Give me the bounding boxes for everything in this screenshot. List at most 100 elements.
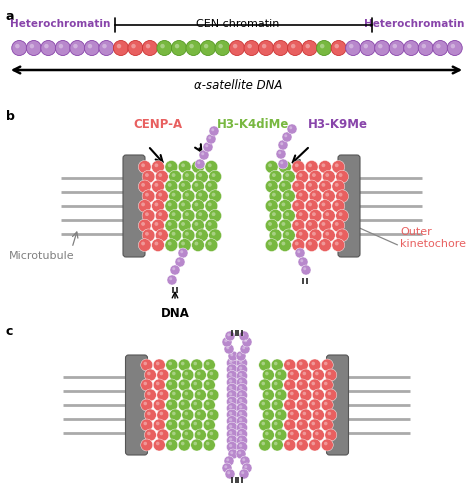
Circle shape bbox=[88, 44, 92, 48]
Circle shape bbox=[242, 458, 245, 461]
Circle shape bbox=[210, 412, 213, 415]
Circle shape bbox=[336, 170, 348, 183]
Circle shape bbox=[282, 132, 292, 142]
Circle shape bbox=[229, 392, 232, 396]
Circle shape bbox=[191, 161, 204, 173]
Circle shape bbox=[228, 351, 238, 361]
Circle shape bbox=[193, 402, 197, 406]
Circle shape bbox=[59, 44, 63, 48]
Circle shape bbox=[209, 126, 219, 136]
Circle shape bbox=[227, 370, 237, 382]
Circle shape bbox=[207, 409, 219, 421]
Circle shape bbox=[152, 200, 164, 212]
Circle shape bbox=[295, 163, 299, 167]
Circle shape bbox=[209, 229, 221, 242]
Circle shape bbox=[299, 232, 302, 236]
Circle shape bbox=[172, 372, 176, 375]
Circle shape bbox=[321, 399, 333, 411]
Circle shape bbox=[205, 144, 208, 147]
Circle shape bbox=[259, 419, 271, 431]
Circle shape bbox=[237, 384, 247, 394]
Circle shape bbox=[292, 219, 305, 232]
Circle shape bbox=[224, 465, 227, 468]
Circle shape bbox=[169, 209, 182, 222]
Circle shape bbox=[227, 471, 230, 474]
Circle shape bbox=[299, 382, 302, 386]
Circle shape bbox=[141, 379, 153, 391]
Circle shape bbox=[165, 200, 178, 212]
Circle shape bbox=[227, 364, 237, 375]
Circle shape bbox=[269, 170, 282, 183]
Circle shape bbox=[237, 422, 247, 433]
Circle shape bbox=[308, 242, 312, 245]
Circle shape bbox=[99, 41, 114, 56]
Circle shape bbox=[283, 229, 295, 242]
Circle shape bbox=[182, 389, 194, 401]
Circle shape bbox=[172, 432, 176, 435]
Circle shape bbox=[265, 219, 278, 232]
Circle shape bbox=[180, 250, 183, 253]
Circle shape bbox=[145, 173, 149, 177]
Circle shape bbox=[194, 242, 198, 245]
Circle shape bbox=[239, 469, 249, 479]
Circle shape bbox=[191, 419, 203, 431]
Circle shape bbox=[193, 362, 197, 366]
Circle shape bbox=[239, 444, 242, 447]
Circle shape bbox=[157, 41, 172, 56]
Circle shape bbox=[224, 339, 227, 342]
Circle shape bbox=[338, 212, 343, 216]
Circle shape bbox=[181, 183, 185, 187]
Circle shape bbox=[278, 140, 288, 150]
Circle shape bbox=[299, 212, 302, 216]
Circle shape bbox=[210, 432, 213, 435]
Circle shape bbox=[193, 442, 197, 445]
Circle shape bbox=[299, 173, 302, 177]
Circle shape bbox=[227, 333, 230, 336]
Circle shape bbox=[195, 229, 208, 242]
Circle shape bbox=[262, 362, 265, 366]
Circle shape bbox=[158, 212, 162, 216]
Circle shape bbox=[147, 372, 151, 375]
Circle shape bbox=[291, 44, 295, 48]
Circle shape bbox=[305, 180, 318, 193]
Circle shape bbox=[191, 359, 203, 371]
Circle shape bbox=[296, 170, 309, 183]
Circle shape bbox=[312, 173, 316, 177]
Circle shape bbox=[272, 173, 276, 177]
Circle shape bbox=[404, 41, 419, 56]
Circle shape bbox=[286, 382, 290, 386]
Circle shape bbox=[239, 412, 242, 415]
Circle shape bbox=[145, 232, 149, 236]
Circle shape bbox=[138, 219, 151, 232]
Circle shape bbox=[181, 382, 184, 386]
Circle shape bbox=[203, 399, 215, 411]
Circle shape bbox=[311, 402, 315, 406]
Circle shape bbox=[309, 379, 321, 391]
Circle shape bbox=[290, 372, 294, 375]
Circle shape bbox=[212, 212, 216, 216]
Circle shape bbox=[308, 203, 312, 206]
Circle shape bbox=[194, 409, 206, 421]
Circle shape bbox=[265, 432, 269, 435]
Circle shape bbox=[144, 382, 147, 386]
Circle shape bbox=[279, 180, 292, 193]
Circle shape bbox=[177, 259, 180, 262]
Text: CENP-A: CENP-A bbox=[134, 118, 182, 130]
Circle shape bbox=[268, 222, 272, 226]
Circle shape bbox=[141, 399, 153, 411]
Circle shape bbox=[287, 369, 300, 381]
Text: H3-K4diMe: H3-K4diMe bbox=[217, 118, 289, 130]
Circle shape bbox=[338, 193, 343, 197]
Text: a: a bbox=[6, 10, 15, 23]
Circle shape bbox=[142, 229, 155, 242]
Circle shape bbox=[152, 239, 164, 251]
Circle shape bbox=[244, 465, 247, 468]
Circle shape bbox=[167, 275, 177, 285]
Circle shape bbox=[141, 183, 145, 187]
Circle shape bbox=[311, 422, 315, 426]
Circle shape bbox=[191, 180, 204, 193]
Circle shape bbox=[321, 203, 325, 206]
Circle shape bbox=[272, 212, 276, 216]
Circle shape bbox=[222, 337, 232, 347]
Circle shape bbox=[30, 44, 34, 48]
